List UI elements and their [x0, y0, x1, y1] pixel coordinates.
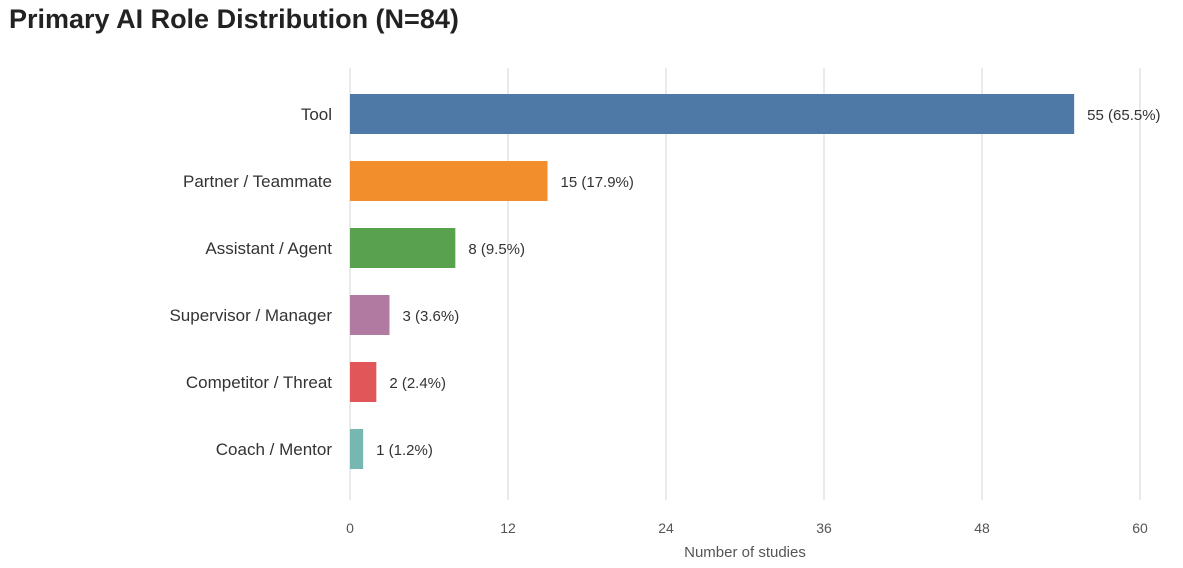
category-label: Competitor / Threat	[186, 373, 332, 392]
x-axis-ticks: 0 12 24 36 48 60	[346, 520, 1148, 536]
bar	[350, 161, 548, 201]
chart-title: Primary AI Role Distribution (N=84)	[9, 4, 459, 34]
data-label: 15 (17.9%)	[561, 174, 634, 191]
bar	[350, 295, 390, 335]
data-label: 2 (2.4%)	[389, 375, 446, 392]
gridlines	[349, 68, 1141, 500]
category-label: Assistant / Agent	[205, 239, 332, 258]
x-tick-label: 60	[1132, 520, 1148, 536]
bar	[350, 362, 377, 402]
bars	[350, 94, 1075, 469]
bar	[350, 429, 364, 469]
x-tick-label: 24	[658, 520, 674, 536]
category-label: Coach / Mentor	[216, 440, 333, 459]
data-label: 3 (3.6%)	[403, 308, 460, 325]
bar	[350, 228, 456, 268]
value-labels: 55 (65.5%) 15 (17.9%) 8 (9.5%) 3 (3.6%) 2 (2…	[376, 107, 1160, 459]
category-label: Tool	[301, 105, 332, 124]
data-label: 8 (9.5%)	[468, 241, 525, 258]
x-tick-label: 12	[500, 520, 516, 536]
x-axis-title: Number of studies	[684, 544, 806, 561]
data-label: 1 (1.2%)	[376, 442, 433, 459]
bar	[350, 94, 1075, 134]
data-label: 55 (65.5%)	[1087, 107, 1160, 124]
category-label: Supervisor / Manager	[169, 306, 332, 325]
x-tick-label: 0	[346, 520, 354, 536]
x-tick-label: 48	[974, 520, 990, 536]
x-tick-label: 36	[816, 520, 832, 536]
category-label: Partner / Teammate	[183, 172, 332, 191]
category-labels: Tool Partner / Teammate Assistant / Agent S…	[169, 105, 332, 459]
